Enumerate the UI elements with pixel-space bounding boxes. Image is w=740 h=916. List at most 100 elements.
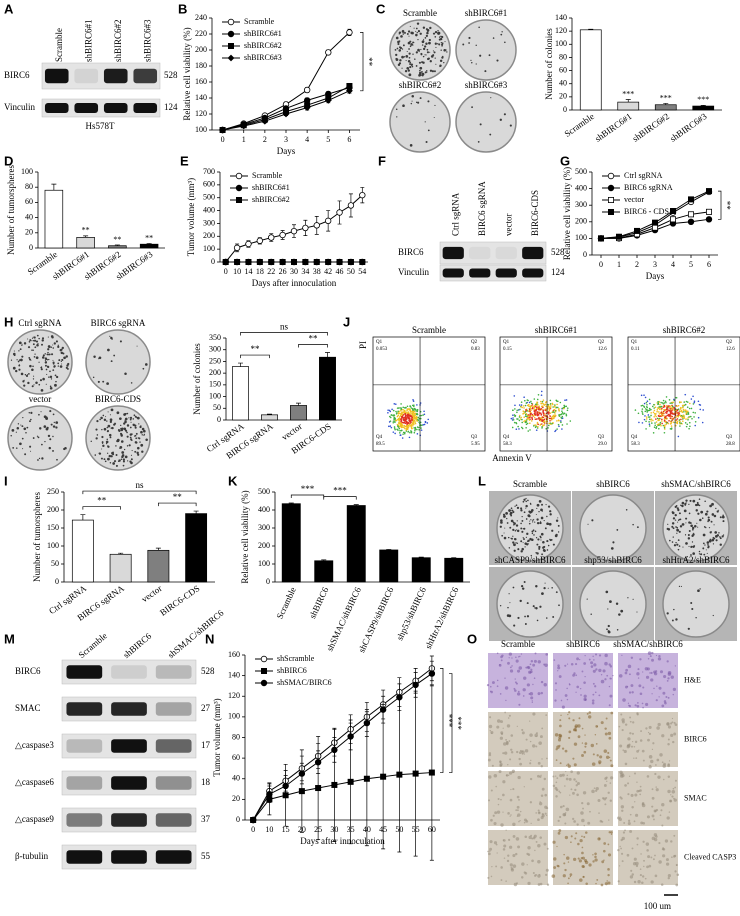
tissue-texture bbox=[675, 884, 678, 887]
colony bbox=[29, 358, 31, 360]
event-dot bbox=[660, 422, 662, 424]
tissue-texture bbox=[630, 870, 632, 872]
quadrant-value: 0.11 bbox=[631, 347, 640, 352]
tissue-texture bbox=[631, 794, 634, 797]
colony bbox=[61, 361, 62, 362]
colony bbox=[490, 97, 491, 98]
colony bbox=[48, 376, 50, 378]
data-point bbox=[304, 87, 310, 93]
tissue-texture bbox=[499, 664, 501, 666]
tissue-texture bbox=[506, 774, 509, 777]
tissue-texture bbox=[661, 734, 664, 737]
tissue-texture bbox=[643, 760, 645, 762]
tissue-texture bbox=[536, 732, 538, 734]
tissue-texture bbox=[501, 879, 503, 881]
blot-band bbox=[66, 813, 102, 826]
event-dot bbox=[404, 410, 406, 412]
tissue-texture bbox=[533, 872, 535, 874]
colony bbox=[420, 49, 421, 50]
tissue-texture bbox=[564, 822, 566, 824]
colony bbox=[62, 347, 64, 349]
colony bbox=[21, 356, 23, 358]
tissue-texture bbox=[606, 675, 608, 677]
tissue-texture bbox=[607, 843, 609, 845]
colony bbox=[44, 425, 47, 428]
tissue-texture bbox=[509, 772, 512, 775]
event-dot bbox=[650, 412, 652, 414]
colony bbox=[121, 440, 124, 443]
colony bbox=[538, 548, 540, 550]
event-dot bbox=[657, 401, 659, 403]
event-dot bbox=[512, 417, 514, 419]
colony bbox=[118, 430, 120, 432]
tissue-texture bbox=[653, 688, 655, 690]
event-dot bbox=[692, 395, 694, 397]
bar bbox=[232, 367, 248, 420]
event-dot bbox=[408, 426, 410, 428]
colony bbox=[509, 593, 510, 594]
colony bbox=[116, 465, 118, 467]
y-tick-label: 100 bbox=[21, 167, 33, 176]
event-dot bbox=[407, 431, 409, 433]
colony bbox=[676, 533, 677, 534]
data-point bbox=[413, 682, 419, 688]
event-dot bbox=[658, 428, 660, 430]
y-tick-label: 0 bbox=[583, 250, 587, 259]
data-point bbox=[348, 779, 353, 784]
tissue-texture bbox=[496, 726, 499, 729]
colony bbox=[690, 522, 692, 524]
panel-letter: G bbox=[560, 153, 570, 168]
tissue-texture bbox=[637, 702, 639, 704]
tissue-texture bbox=[527, 882, 530, 885]
colony bbox=[20, 348, 22, 350]
colony bbox=[552, 616, 554, 618]
tissue-texture bbox=[673, 835, 675, 837]
tissue-texture bbox=[668, 697, 670, 699]
colony bbox=[699, 588, 700, 589]
tissue-texture bbox=[610, 800, 612, 802]
tissue-texture bbox=[643, 866, 644, 867]
tissue-texture bbox=[673, 688, 676, 691]
event-dot bbox=[525, 405, 527, 407]
tissue-texture bbox=[584, 655, 585, 656]
colony bbox=[462, 43, 464, 45]
tissue-texture bbox=[504, 857, 505, 858]
colony bbox=[685, 542, 688, 545]
colony bbox=[699, 505, 700, 506]
colony bbox=[25, 432, 27, 434]
tissue-texture bbox=[584, 859, 587, 862]
event-dot bbox=[686, 426, 688, 428]
colony bbox=[609, 600, 612, 603]
tissue-texture bbox=[495, 786, 497, 788]
event-dot bbox=[686, 411, 688, 413]
colony bbox=[402, 33, 404, 35]
event-dot bbox=[529, 419, 531, 421]
tissue-texture bbox=[504, 752, 507, 755]
colony bbox=[707, 546, 709, 548]
event-dot bbox=[678, 436, 680, 438]
colony bbox=[37, 436, 38, 437]
tissue-texture bbox=[510, 799, 513, 802]
tissue-texture bbox=[525, 820, 528, 823]
colony bbox=[415, 31, 416, 32]
colony bbox=[533, 519, 534, 520]
y-tick-label: 150 bbox=[47, 523, 59, 532]
colony bbox=[33, 376, 34, 377]
event-dot bbox=[529, 410, 531, 412]
event-dot bbox=[564, 399, 566, 401]
x-tick-label: 3 bbox=[653, 260, 657, 269]
tissue-texture bbox=[648, 865, 651, 868]
colony bbox=[119, 446, 122, 449]
event-dot bbox=[675, 397, 677, 399]
event-dot bbox=[655, 418, 657, 420]
blot-band bbox=[66, 665, 102, 678]
event-dot bbox=[393, 418, 395, 420]
tissue-texture bbox=[663, 675, 666, 678]
colony bbox=[17, 427, 20, 430]
colony bbox=[397, 48, 399, 50]
event-dot bbox=[411, 417, 413, 419]
colony bbox=[420, 53, 422, 55]
data-point bbox=[397, 772, 402, 777]
colony bbox=[675, 514, 677, 516]
y-tick-label: 200 bbox=[575, 217, 587, 226]
